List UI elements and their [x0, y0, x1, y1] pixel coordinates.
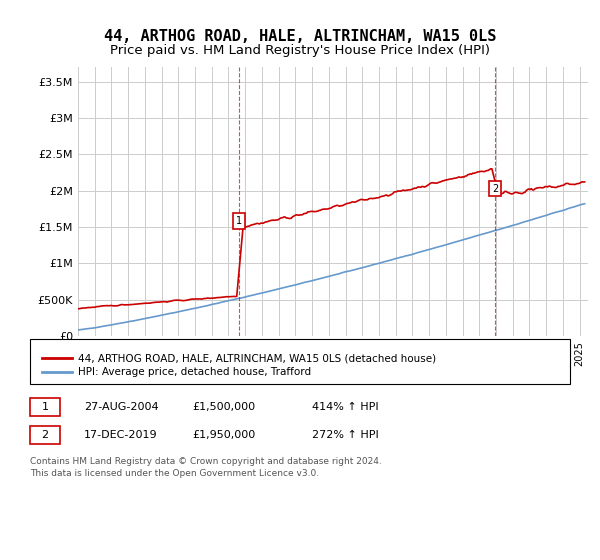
- Text: This data is licensed under the Open Government Licence v3.0.: This data is licensed under the Open Gov…: [30, 469, 319, 478]
- Text: £1,500,000: £1,500,000: [192, 402, 255, 412]
- Text: 2: 2: [492, 184, 499, 194]
- Text: 44, ARTHOG ROAD, HALE, ALTRINCHAM, WA15 0LS (detached house): 44, ARTHOG ROAD, HALE, ALTRINCHAM, WA15 …: [78, 353, 436, 363]
- Text: 27-AUG-2004: 27-AUG-2004: [84, 402, 158, 412]
- Text: 272% ↑ HPI: 272% ↑ HPI: [312, 430, 379, 440]
- Text: £1,950,000: £1,950,000: [192, 430, 255, 440]
- Text: HPI: Average price, detached house, Trafford: HPI: Average price, detached house, Traf…: [78, 367, 311, 377]
- Text: Contains HM Land Registry data © Crown copyright and database right 2024.: Contains HM Land Registry data © Crown c…: [30, 458, 382, 466]
- Text: 1: 1: [236, 216, 242, 226]
- Text: Price paid vs. HM Land Registry's House Price Index (HPI): Price paid vs. HM Land Registry's House …: [110, 44, 490, 57]
- Text: 2: 2: [41, 430, 49, 440]
- Text: 44, ARTHOG ROAD, HALE, ALTRINCHAM, WA15 0LS: 44, ARTHOG ROAD, HALE, ALTRINCHAM, WA15 …: [104, 29, 496, 44]
- Text: 414% ↑ HPI: 414% ↑ HPI: [312, 402, 379, 412]
- Text: 1: 1: [41, 402, 49, 412]
- Text: 17-DEC-2019: 17-DEC-2019: [84, 430, 158, 440]
